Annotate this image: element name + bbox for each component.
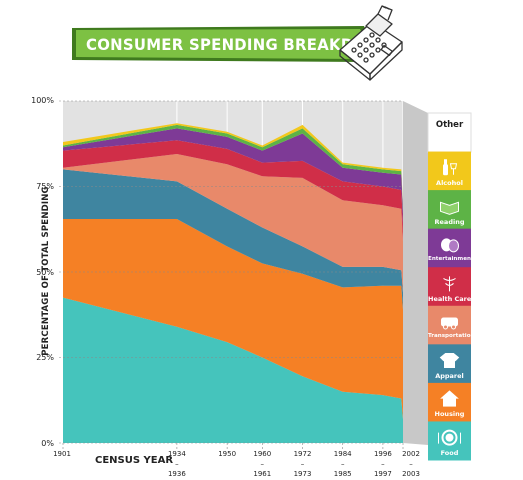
x-tick-label: 1996–1997 xyxy=(373,450,392,478)
legend-label-health-care: Health Care xyxy=(428,294,472,303)
legend-label-transportation: Transportation xyxy=(428,333,475,340)
legend-label-alcohol: Alcohol xyxy=(436,179,463,188)
x-tick-label: 1934–1936 xyxy=(167,450,186,478)
caduceus-icon xyxy=(443,276,456,292)
car-icon xyxy=(441,317,458,330)
y-tick-50: 50% xyxy=(36,268,54,277)
house-icon xyxy=(440,390,459,407)
shirt-icon xyxy=(439,353,460,369)
area-transportation xyxy=(63,154,403,293)
legend-label-food: Food xyxy=(440,449,459,457)
area-apparel xyxy=(63,169,403,310)
x-tick-label: 1984–1985 xyxy=(333,450,352,478)
x-tick-label: 1972–1973 xyxy=(293,450,312,478)
legend-swatch-other xyxy=(427,112,472,153)
area-housing xyxy=(63,219,403,420)
y-tick-75: 75% xyxy=(36,182,54,191)
legend-label-apparel: Apparel xyxy=(435,371,464,380)
x-tick-label: 1960–1961 xyxy=(253,450,272,478)
legend-label-other: Other xyxy=(435,120,464,130)
title-banner xyxy=(72,26,372,62)
book-icon xyxy=(440,201,459,215)
x-tick-label: 1950 xyxy=(218,450,237,458)
area-reading xyxy=(63,124,403,211)
area-health-care xyxy=(63,140,403,242)
y-tick-100: 100% xyxy=(31,96,54,105)
y-tick-25: 25% xyxy=(36,353,54,362)
area-entertainment xyxy=(63,128,403,225)
legend-swatch-alcohol xyxy=(428,151,471,191)
calculator-illustration xyxy=(339,5,403,81)
masks-icon xyxy=(441,238,459,253)
bottles-icon xyxy=(443,159,458,176)
plate-icon xyxy=(438,429,461,446)
legend-label-housing: Housing xyxy=(434,410,465,419)
x-axis-label: CENSUS YEAR xyxy=(95,455,174,466)
area-food xyxy=(63,297,403,443)
legend-side-panel xyxy=(403,101,428,445)
chart-title: CONSUMER SPENDING BREAKDOWN xyxy=(86,35,396,54)
x-tick-label: 1901 xyxy=(53,450,71,458)
legend-label-reading: Reading xyxy=(434,217,465,226)
legend-label-entertainment: Entertainment xyxy=(428,256,474,263)
y-tick-0: 0% xyxy=(41,439,54,448)
x-tick-label: 2002–2003 xyxy=(402,450,420,478)
